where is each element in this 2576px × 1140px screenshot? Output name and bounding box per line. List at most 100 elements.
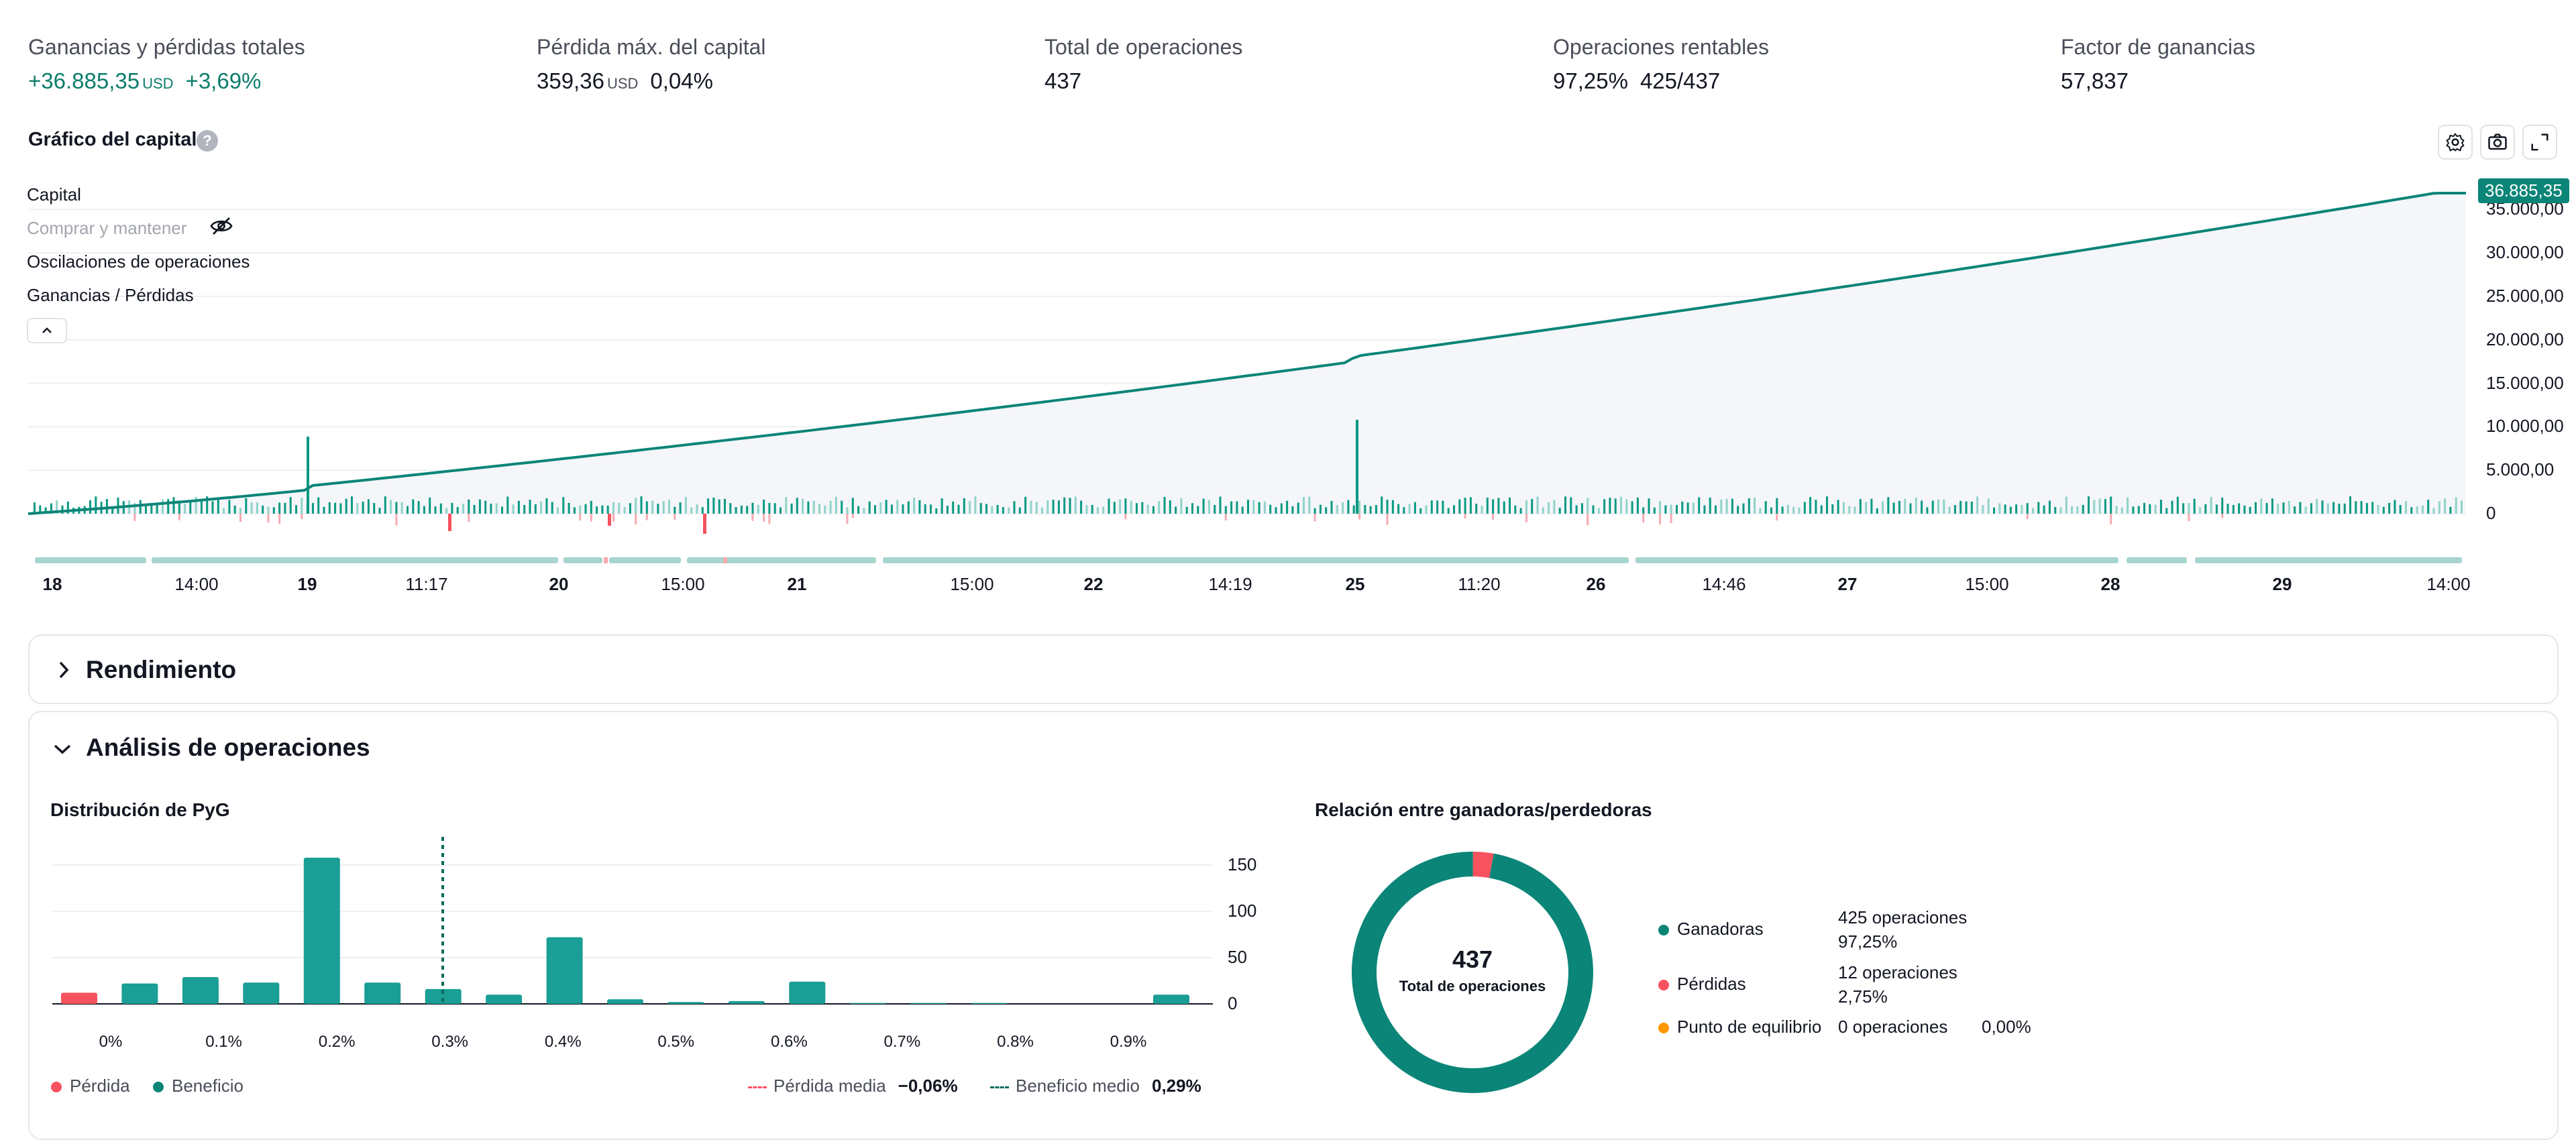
excursion-bar bbox=[272, 507, 275, 514]
chevron-down-icon[interactable] bbox=[52, 742, 72, 756]
excursion-bar bbox=[1882, 501, 1884, 514]
excursion-bar bbox=[2098, 498, 2101, 514]
excursion-bar bbox=[612, 502, 614, 514]
excursion-bar bbox=[701, 507, 704, 514]
equity-chart[interactable] bbox=[0, 168, 2576, 610]
x-tick-label: 0.7% bbox=[883, 1033, 921, 1051]
excursion-bar bbox=[2226, 504, 2229, 514]
legend-profit[interactable]: Beneficio bbox=[153, 1076, 244, 1096]
excursion-bar bbox=[746, 506, 749, 514]
camera-icon[interactable] bbox=[2480, 125, 2515, 160]
stat-label-total-pnl: Ganancias y pérdidas totales bbox=[28, 35, 305, 59]
excursion-bar bbox=[278, 502, 281, 514]
excursion-bar bbox=[245, 498, 248, 514]
excursion-bar bbox=[596, 506, 598, 514]
excursion-bar bbox=[1035, 502, 1038, 514]
excursion-bar bbox=[913, 497, 916, 514]
excursion-bar bbox=[2299, 502, 2302, 514]
excursion-bar bbox=[2032, 508, 2034, 514]
excursion-bar bbox=[1909, 503, 1912, 514]
y-tick-label: 5.000,00 bbox=[2486, 459, 2555, 480]
x-tick-label: 0.3% bbox=[431, 1033, 469, 1051]
win-loss-donut[interactable] bbox=[1342, 842, 1603, 1103]
excursion-bar bbox=[2004, 504, 2006, 514]
excursion-bar bbox=[545, 498, 548, 514]
profit-bin-bar bbox=[849, 1003, 886, 1004]
session-bar bbox=[152, 557, 558, 563]
excursion-bar bbox=[195, 496, 197, 514]
excursion-bar bbox=[1670, 504, 1672, 514]
excursion-bar bbox=[2382, 506, 2385, 514]
y-tick-label: 30.000,00 bbox=[2486, 242, 2564, 263]
excursion-bar bbox=[1464, 498, 1466, 514]
excursion-bar bbox=[1664, 505, 1667, 514]
winners-label: Ganadoras bbox=[1677, 919, 1764, 939]
excursion-bar bbox=[2015, 504, 2018, 514]
loss-excursion-bar bbox=[1525, 514, 1527, 522]
excursion-bar bbox=[2232, 505, 2235, 514]
x-tick-label: 0.4% bbox=[544, 1033, 582, 1051]
loss-excursion-bar bbox=[2026, 514, 2029, 520]
excursion-bar bbox=[351, 496, 353, 514]
excursion-bar bbox=[1352, 505, 1355, 514]
profit-bin-bar bbox=[1153, 994, 1189, 1004]
eye-off-icon[interactable] bbox=[209, 216, 233, 239]
legend-profit-label: Beneficio bbox=[172, 1076, 244, 1096]
excursion-bar bbox=[1492, 499, 1495, 514]
legend-buy-hold[interactable]: Comprar y mantener bbox=[27, 218, 187, 238]
excursion-bar bbox=[851, 498, 854, 514]
excursion-bar bbox=[1347, 500, 1350, 514]
performance-section[interactable]: Rendimiento bbox=[28, 634, 2559, 704]
stat-value: 359,36 bbox=[537, 68, 604, 93]
excursion-bar bbox=[818, 504, 820, 514]
excursion-bar bbox=[2176, 496, 2179, 514]
excursion-bar bbox=[1469, 497, 1472, 514]
excursion-bar bbox=[2455, 497, 2457, 514]
excursion-bar bbox=[501, 506, 503, 514]
donut-slice[interactable] bbox=[1472, 852, 1494, 878]
excursion-bar bbox=[2149, 504, 2151, 514]
pnl-distribution-chart[interactable] bbox=[0, 818, 1275, 1066]
fullscreen-icon[interactable] bbox=[2522, 125, 2557, 160]
x-tick-label: 0.6% bbox=[770, 1033, 808, 1051]
loss-excursion-bar bbox=[178, 514, 180, 520]
y-tick-label: 100 bbox=[1228, 901, 1257, 921]
stat-extra: 425/437 bbox=[1640, 68, 1721, 93]
loss-spike-bar bbox=[703, 514, 706, 534]
x-tick-label: 0.1% bbox=[205, 1033, 242, 1051]
excursion-bar bbox=[1458, 499, 1461, 514]
legend-excursions[interactable]: Oscilaciones de operaciones bbox=[27, 251, 250, 272]
excursion-bar bbox=[1442, 500, 1444, 514]
question-icon[interactable]: ? bbox=[197, 130, 218, 152]
avg-loss-value: −0,06% bbox=[898, 1076, 958, 1096]
excursion-bar bbox=[133, 502, 136, 514]
loss-excursion-bar bbox=[1776, 514, 1778, 521]
stat-unit: USD bbox=[606, 75, 639, 92]
excursion-bar bbox=[1024, 496, 1027, 514]
loss-excursion-bar bbox=[468, 514, 470, 522]
excursion-bar bbox=[1826, 496, 1828, 514]
excursion-bar bbox=[674, 506, 676, 514]
excursion-bar bbox=[384, 496, 386, 514]
excursion-bar bbox=[317, 497, 320, 514]
excursion-bar bbox=[50, 503, 52, 514]
settings-icon[interactable] bbox=[2438, 125, 2473, 160]
excursion-bar bbox=[1163, 497, 1166, 514]
legend-capital[interactable]: Capital bbox=[27, 184, 81, 205]
legend-loss[interactable]: Pérdida bbox=[51, 1076, 130, 1096]
excursion-bar bbox=[829, 500, 832, 514]
loss-excursion-bar bbox=[2221, 514, 2224, 518]
legend-pnl[interactable]: Ganancias / Pérdidas bbox=[27, 285, 194, 305]
excursion-bar bbox=[896, 500, 899, 514]
excursion-bar bbox=[1720, 499, 1723, 514]
stat-label-profitable-trades: Operaciones rentables bbox=[1553, 35, 1769, 59]
excursion-bar bbox=[1525, 500, 1527, 514]
excursion-bar bbox=[857, 506, 860, 514]
collapse-legend-button[interactable] bbox=[27, 318, 67, 343]
profit-bin-bar bbox=[303, 858, 340, 1004]
x-tick-label: 0% bbox=[99, 1033, 123, 1051]
excursion-bar bbox=[1993, 507, 1995, 514]
excursion-bar bbox=[773, 503, 776, 514]
excursion-bar bbox=[562, 497, 565, 514]
excursion-bar bbox=[1848, 506, 1851, 514]
